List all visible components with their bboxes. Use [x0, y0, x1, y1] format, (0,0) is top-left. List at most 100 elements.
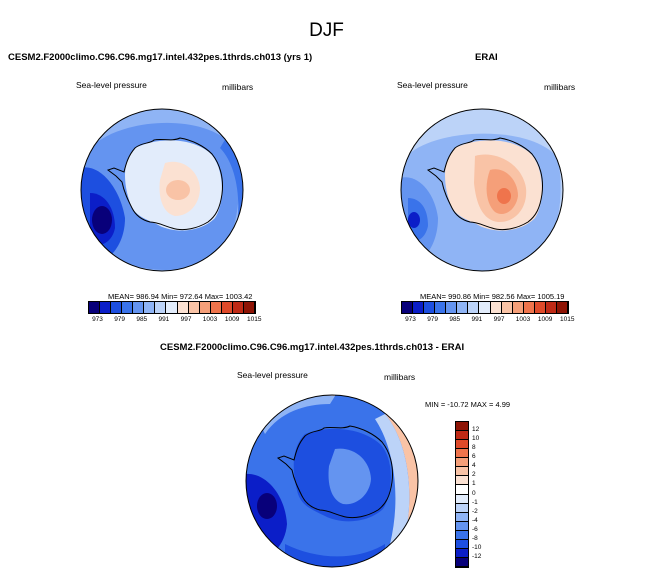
colorbar-swatch: [100, 302, 112, 313]
colorbar-swatch: [413, 302, 425, 313]
colorbar-swatch: [122, 302, 134, 313]
colorbar-tick-label: 4: [472, 462, 476, 470]
diff-continent-mild: [328, 448, 371, 505]
colorbar-tick-label: 979: [114, 316, 126, 323]
colorbar-swatch: [456, 485, 468, 495]
colorbar-swatch: [456, 440, 468, 450]
colorbar-swatch: [457, 302, 469, 313]
colorbar-tick-label: -6: [472, 525, 478, 533]
colorbar-swatch: [512, 302, 524, 313]
diff-units-label: millibars: [384, 372, 416, 382]
colorbar-tick-label: 985: [449, 316, 461, 323]
model-variable-label: Sea-level pressure: [76, 80, 147, 90]
colorbar-swatch: [456, 521, 468, 531]
obs-core-low: [408, 212, 420, 228]
obs-colorbar-ticks: 973 979 985 991 997 1003 1009 1015: [401, 316, 575, 326]
colorbar-swatch: [545, 302, 557, 313]
colorbar-swatch: [446, 302, 458, 313]
colorbar-swatch: [456, 503, 468, 513]
colorbar-swatch: [456, 557, 468, 567]
colorbar-swatch: [243, 302, 255, 313]
obs-panel-title: ERAI: [475, 52, 498, 63]
colorbar-swatch: [188, 302, 200, 313]
model-panel-title: CESM2.F2000climo.C96.C96.mg17.intel.432p…: [8, 52, 313, 63]
colorbar-tick-label: 6: [472, 453, 476, 461]
colorbar-tick-label: 1015: [247, 316, 262, 323]
colorbar-tick-label: -10: [472, 543, 482, 551]
colorbar-swatch: [221, 302, 233, 313]
model-colorbar-ticks: 973 979 985 991 997 1003 1009 1015: [88, 316, 262, 326]
model-core-low: [92, 206, 112, 234]
diff-variable-label: Sea-level pressure: [237, 370, 308, 380]
colorbar-tick-label: 2: [472, 471, 476, 479]
model-continent-peak: [166, 180, 190, 200]
colorbar-tick-label: 1015: [560, 316, 575, 323]
model-stats: MEAN= 986.94 Min= 972.64 Max= 1003.42: [108, 292, 253, 301]
colorbar-swatch: [456, 512, 468, 522]
obs-map: [400, 108, 564, 272]
colorbar-swatch: [523, 302, 535, 313]
colorbar-tick-label: 10: [472, 435, 480, 443]
diff-stats: MIN = -10.72 MAX = 4.99: [425, 400, 511, 409]
colorbar-tick-label: 1009: [537, 316, 553, 323]
diff-coastline: [276, 425, 393, 519]
colorbar-swatch: [424, 302, 436, 313]
colorbar-swatch: [456, 494, 468, 504]
colorbar-swatch: [155, 302, 167, 313]
colorbar-tick-label: -8: [472, 534, 478, 542]
colorbar-swatch: [456, 449, 468, 459]
colorbar-tick-label: 1003: [202, 316, 218, 323]
obs-continent-max: [497, 188, 511, 204]
obs-stats: MEAN= 990.86 Min= 982.56 Max= 1005.19: [420, 292, 565, 301]
colorbar-tick-label: 12: [472, 426, 480, 434]
colorbar-swatch: [232, 302, 244, 313]
model-colorbar: [88, 301, 256, 314]
colorbar-swatch: [402, 302, 414, 313]
colorbar-tick-label: -12: [472, 552, 482, 560]
colorbar-swatch: [456, 476, 468, 486]
colorbar-swatch: [210, 302, 222, 313]
obs-coastline: [426, 137, 543, 231]
diff-colorbar: [455, 421, 469, 568]
model-map: [80, 108, 244, 272]
colorbar-swatch: [177, 302, 189, 313]
colorbar-tick-label: -2: [472, 507, 478, 515]
model-units-label: millibars: [222, 82, 254, 92]
colorbar-tick-label: -4: [472, 516, 478, 524]
colorbar-tick-label: 1009: [224, 316, 240, 323]
diff-colorbar-ticks: 12 10 8 6 4 2 1 0 -1 -2 -4 -6 -8 -10 -12: [472, 421, 502, 566]
model-coastline: [106, 137, 223, 231]
colorbar-swatch: [501, 302, 513, 313]
colorbar-swatch: [89, 302, 101, 313]
colorbar-swatch: [556, 302, 568, 313]
diff-core-low: [257, 493, 277, 519]
colorbar-swatch: [490, 302, 502, 313]
colorbar-swatch: [144, 302, 156, 313]
colorbar-swatch: [456, 422, 468, 432]
obs-units-label: millibars: [544, 82, 576, 92]
colorbar-tick-label: 973: [92, 316, 103, 323]
colorbar-swatch: [199, 302, 211, 313]
colorbar-tick-label: 1: [472, 480, 476, 488]
colorbar-tick-label: 979: [427, 316, 439, 323]
colorbar-swatch: [456, 530, 468, 540]
figure-title: DJF: [309, 20, 344, 41]
diff-east-neutral-band: [375, 414, 410, 554]
obs-variable-label: Sea-level pressure: [397, 80, 468, 90]
colorbar-tick-label: 991: [158, 316, 170, 323]
diff-map: [245, 394, 419, 568]
colorbar-tick-label: 997: [493, 316, 505, 323]
colorbar-swatch: [534, 302, 546, 313]
colorbar-swatch: [456, 458, 468, 468]
colorbar-swatch: [133, 302, 145, 313]
colorbar-tick-label: 997: [180, 316, 192, 323]
colorbar-tick-label: 8: [472, 444, 476, 452]
colorbar-swatch: [456, 431, 468, 441]
colorbar-swatch: [456, 539, 468, 549]
colorbar-tick-label: 985: [136, 316, 148, 323]
colorbar-tick-label: -1: [472, 498, 478, 506]
colorbar-tick-label: 991: [471, 316, 483, 323]
colorbar-swatch: [456, 548, 468, 558]
colorbar-swatch: [435, 302, 447, 313]
colorbar-swatch: [456, 467, 468, 477]
